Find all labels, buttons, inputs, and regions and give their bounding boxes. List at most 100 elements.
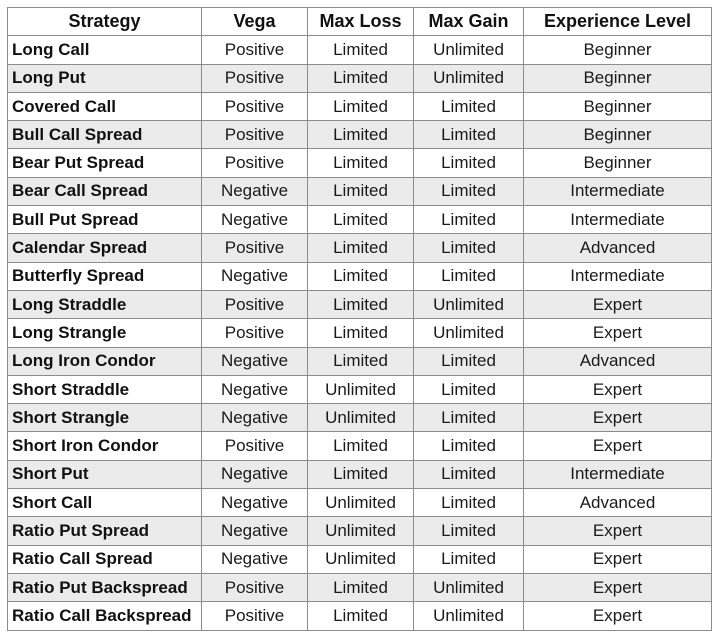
header-vega: Vega xyxy=(201,6,308,37)
cell-experience-level: Beginner xyxy=(523,35,712,65)
cell-strategy: Long Put xyxy=(7,63,202,93)
cell-max-gain: Unlimited xyxy=(413,572,524,603)
cell-max-loss: Limited xyxy=(307,63,414,93)
cell-max-gain: Limited xyxy=(413,233,524,263)
cell-experience-level: Intermediate xyxy=(523,205,712,235)
cell-experience-level: Expert xyxy=(523,544,712,574)
options-strategy-table-container: Strategy Vega Max Loss Max Gain Experien… xyxy=(7,6,712,631)
cell-vega: Positive xyxy=(201,431,308,461)
cell-strategy: Short Call xyxy=(7,488,202,518)
cell-strategy: Bull Put Spread xyxy=(7,205,202,235)
cell-max-loss: Limited xyxy=(307,289,414,320)
cell-max-loss: Limited xyxy=(307,148,414,178)
header-experience-level: Experience Level xyxy=(523,6,712,37)
table-row: Ratio Call Spread Negative Unlimited Limite… xyxy=(7,544,712,574)
cell-vega: Negative xyxy=(201,346,308,376)
cell-experience-level: Advanced xyxy=(523,233,712,263)
table-body: Long Call Positive Limited Unlimited Beginne… xyxy=(7,35,712,631)
cell-vega: Positive xyxy=(201,572,308,603)
cell-max-gain: Unlimited xyxy=(413,289,524,320)
table-row: Bull Call Spread Positive Limited Limited Be… xyxy=(7,120,712,150)
cell-strategy: Long Iron Condor xyxy=(7,346,202,376)
cell-strategy: Long Strangle xyxy=(7,318,202,348)
cell-vega: Negative xyxy=(201,374,308,405)
table-row: Short Straddle Negative Unlimited Limited Ex… xyxy=(7,374,712,405)
cell-vega: Positive xyxy=(201,601,308,631)
cell-strategy: Long Straddle xyxy=(7,289,202,320)
cell-max-gain: Unlimited xyxy=(413,63,524,93)
table-row: Ratio Put Spread Negative Unlimited Limited… xyxy=(7,516,712,546)
cell-max-loss: Limited xyxy=(307,91,414,122)
cell-vega: Positive xyxy=(201,91,308,122)
cell-experience-level: Intermediate xyxy=(523,261,712,291)
cell-vega: Positive xyxy=(201,148,308,178)
table-row: Ratio Call Backspread Positive Limited Unli… xyxy=(7,601,712,631)
cell-vega: Negative xyxy=(201,459,308,490)
cell-experience-level: Beginner xyxy=(523,63,712,93)
cell-experience-level: Expert xyxy=(523,289,712,320)
cell-max-loss: Limited xyxy=(307,572,414,603)
cell-max-loss: Limited xyxy=(307,431,414,461)
cell-max-loss: Unlimited xyxy=(307,516,414,546)
cell-vega: Negative xyxy=(201,488,308,518)
table-row: Calendar Spread Positive Limited Limited Adv… xyxy=(7,233,712,263)
cell-experience-level: Expert xyxy=(523,516,712,546)
cell-vega: Negative xyxy=(201,176,308,207)
cell-experience-level: Expert xyxy=(523,431,712,461)
header-max-loss: Max Loss xyxy=(307,6,414,37)
cell-experience-level: Intermediate xyxy=(523,459,712,490)
table-row: Covered Call Positive Limited Limited Beginn… xyxy=(7,91,712,122)
cell-max-gain: Limited xyxy=(413,516,524,546)
cell-strategy: Short Straddle xyxy=(7,374,202,405)
cell-max-gain: Limited xyxy=(413,488,524,518)
cell-vega: Positive xyxy=(201,318,308,348)
cell-strategy: Ratio Call Backspread xyxy=(7,601,202,631)
table-row: Short Strangle Negative Unlimited Limited Ex… xyxy=(7,403,712,433)
cell-max-loss: Limited xyxy=(307,346,414,376)
header-row: Strategy Vega Max Loss Max Gain Experien… xyxy=(7,6,712,37)
cell-max-gain: Limited xyxy=(413,346,524,376)
cell-max-loss: Limited xyxy=(307,318,414,348)
cell-max-loss: Unlimited xyxy=(307,488,414,518)
header-strategy: Strategy xyxy=(7,6,202,37)
cell-vega: Negative xyxy=(201,403,308,433)
cell-experience-level: Advanced xyxy=(523,488,712,518)
cell-vega: Positive xyxy=(201,289,308,320)
cell-max-loss: Limited xyxy=(307,120,414,150)
table-row: Short Call Negative Unlimited Limited Advanc… xyxy=(7,488,712,518)
cell-max-gain: Limited xyxy=(413,176,524,207)
cell-max-gain: Unlimited xyxy=(413,35,524,65)
cell-vega: Negative xyxy=(201,205,308,235)
options-strategy-table: Strategy Vega Max Loss Max Gain Experien… xyxy=(7,6,712,631)
cell-experience-level: Expert xyxy=(523,601,712,631)
cell-strategy: Bull Call Spread xyxy=(7,120,202,150)
cell-vega: Positive xyxy=(201,63,308,93)
cell-strategy: Bear Call Spread xyxy=(7,176,202,207)
cell-vega: Negative xyxy=(201,516,308,546)
table-row: Ratio Put Backspread Positive Limited Unlim… xyxy=(7,572,712,603)
cell-max-gain: Limited xyxy=(413,403,524,433)
cell-max-loss: Limited xyxy=(307,35,414,65)
cell-vega: Positive xyxy=(201,233,308,263)
cell-experience-level: Beginner xyxy=(523,148,712,178)
header-max-gain: Max Gain xyxy=(413,6,524,37)
cell-max-gain: Limited xyxy=(413,544,524,574)
cell-max-loss: Limited xyxy=(307,459,414,490)
cell-strategy: Calendar Spread xyxy=(7,233,202,263)
cell-max-gain: Limited xyxy=(413,431,524,461)
table-row: Bear Put Spread Positive Limited Limited Beg… xyxy=(7,148,712,178)
table-header: Strategy Vega Max Loss Max Gain Experien… xyxy=(7,6,712,37)
cell-strategy: Covered Call xyxy=(7,91,202,122)
cell-experience-level: Advanced xyxy=(523,346,712,376)
cell-strategy: Ratio Put Spread xyxy=(7,516,202,546)
cell-max-gain: Limited xyxy=(413,205,524,235)
cell-max-gain: Limited xyxy=(413,374,524,405)
cell-max-loss: Limited xyxy=(307,261,414,291)
cell-max-gain: Limited xyxy=(413,120,524,150)
cell-max-loss: Limited xyxy=(307,233,414,263)
cell-max-loss: Limited xyxy=(307,205,414,235)
cell-max-loss: Limited xyxy=(307,601,414,631)
cell-vega: Positive xyxy=(201,35,308,65)
table-row: Long Call Positive Limited Unlimited Beginne… xyxy=(7,35,712,65)
cell-strategy: Butterfly Spread xyxy=(7,261,202,291)
